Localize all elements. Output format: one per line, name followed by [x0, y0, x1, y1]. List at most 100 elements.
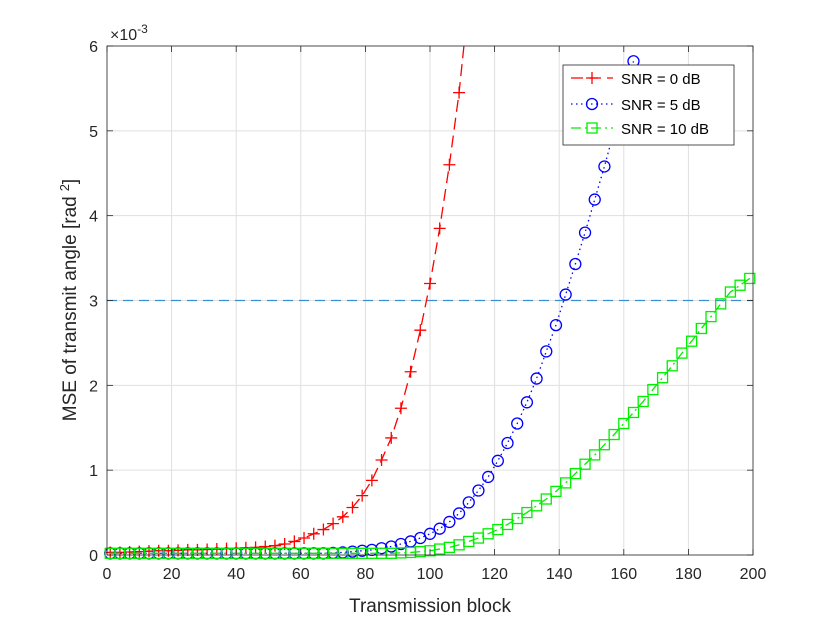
x-tick-label: 120 — [481, 566, 508, 583]
series-0-point — [365, 474, 378, 487]
series-0-point — [259, 540, 272, 553]
series-0-point — [346, 501, 359, 514]
y-axis-label: MSE of transmit angle [rad2] — [57, 179, 81, 421]
series-2-point — [715, 298, 727, 310]
series-2-point — [705, 310, 717, 323]
series-1-point — [481, 470, 495, 484]
legend: SNR = 0 dB SNR = 5 dB SNR = 10 dB — [562, 64, 735, 146]
series-2-point — [637, 395, 649, 408]
x-tick-label: 0 — [103, 566, 112, 583]
series-2-point — [511, 512, 523, 525]
series-0-point — [356, 489, 369, 502]
legend-marker-1 — [585, 97, 599, 111]
series-0-point — [327, 517, 340, 530]
series-2-point — [695, 322, 707, 335]
series-0-point — [414, 324, 427, 337]
y-tick-label: 0 — [89, 548, 98, 565]
series-0-point — [453, 86, 466, 99]
series-0-point — [288, 535, 301, 548]
series-2-point — [647, 383, 659, 396]
series-1-point — [520, 396, 534, 409]
legend-label-snr0: SNR = 0 dB — [621, 71, 701, 88]
series-1-point — [443, 515, 456, 529]
series-line-2 — [110, 277, 751, 554]
series-0-point — [307, 527, 320, 540]
series-2-point — [618, 417, 630, 430]
x-tick-label: 80 — [357, 566, 375, 583]
series-1-point — [491, 454, 504, 467]
series-2 — [104, 272, 756, 559]
series-1-point — [452, 507, 466, 520]
series-2-point — [501, 518, 514, 531]
legend-label-snr10: SNR = 10 dB — [621, 121, 709, 138]
y-tick-label: 2 — [89, 378, 98, 395]
x-tick-label: 160 — [610, 566, 637, 583]
x-tick-label: 200 — [740, 566, 767, 583]
series-2-point — [530, 500, 543, 512]
series-1-point — [549, 318, 563, 332]
series-1-point — [569, 257, 582, 271]
series-1-point — [501, 436, 514, 450]
series-2-point — [589, 449, 601, 461]
x-tick-label: 40 — [227, 566, 245, 583]
series-2-point — [550, 485, 562, 498]
series-2-point — [598, 439, 611, 451]
series-0-point — [268, 539, 281, 552]
series-1-point — [540, 345, 553, 358]
series-0-point — [385, 431, 398, 444]
series-1-point — [559, 288, 572, 301]
series-1-point — [598, 160, 611, 173]
series-1-point — [423, 527, 437, 540]
x-tick-label: 180 — [675, 566, 702, 583]
y-axis-label-close: ] — [60, 179, 81, 184]
series-2-point — [676, 347, 688, 359]
series-2-point — [734, 279, 746, 291]
y-tick-label: 3 — [89, 294, 98, 311]
series-2-point — [685, 335, 698, 347]
series-2-point — [744, 272, 756, 285]
series-2-point — [666, 360, 678, 372]
series-1-point — [511, 417, 524, 430]
series-1-point — [578, 226, 592, 239]
series-0-point — [317, 523, 330, 536]
y-tick-label: 1 — [89, 463, 98, 480]
series-2-point — [608, 428, 620, 441]
series-1-point — [433, 522, 446, 535]
series-2-point — [521, 506, 533, 519]
series-0-point — [298, 532, 311, 545]
y-multiplier: ×10-3 — [110, 22, 148, 44]
series-2-point — [579, 458, 591, 470]
legend-samples — [571, 72, 613, 134]
series-2-point — [724, 286, 737, 298]
series-2-point — [540, 493, 552, 505]
series-0-point — [424, 277, 436, 290]
series-0-point — [433, 222, 446, 235]
y-tick-label: 5 — [89, 124, 98, 141]
legend-marker-2 — [586, 122, 598, 134]
x-axis-label: Transmission block — [349, 596, 511, 617]
y-multiplier-exponent: -3 — [137, 22, 148, 36]
series-0-point — [375, 453, 388, 466]
x-tick-label: 100 — [417, 566, 444, 583]
series-1-point — [472, 484, 485, 497]
series-0-point — [336, 510, 349, 523]
y-tick-label: 6 — [89, 39, 98, 56]
series-0-point — [443, 158, 456, 171]
x-tick-label: 140 — [546, 566, 573, 583]
y-axis-label-sup: 2 — [57, 184, 72, 191]
series-2-point — [569, 467, 581, 480]
legend-label-snr5: SNR = 5 dB — [621, 97, 701, 114]
series-1-point — [462, 496, 475, 509]
series-0-point — [394, 402, 407, 415]
series-2-point — [656, 372, 669, 384]
axis-ticks: 0 20 40 60 80 100 120 140 160 180 200 0 1 2 3 4 5 6 — [89, 39, 766, 583]
series-1-point — [588, 193, 601, 206]
series-2-point — [560, 477, 572, 489]
x-tick-label: 60 — [292, 566, 310, 583]
series-0-point — [404, 365, 417, 378]
series-2-point — [627, 406, 640, 419]
y-tick-label: 4 — [89, 209, 98, 226]
legend-marker-0 — [586, 72, 598, 84]
series-1-point — [530, 372, 543, 385]
